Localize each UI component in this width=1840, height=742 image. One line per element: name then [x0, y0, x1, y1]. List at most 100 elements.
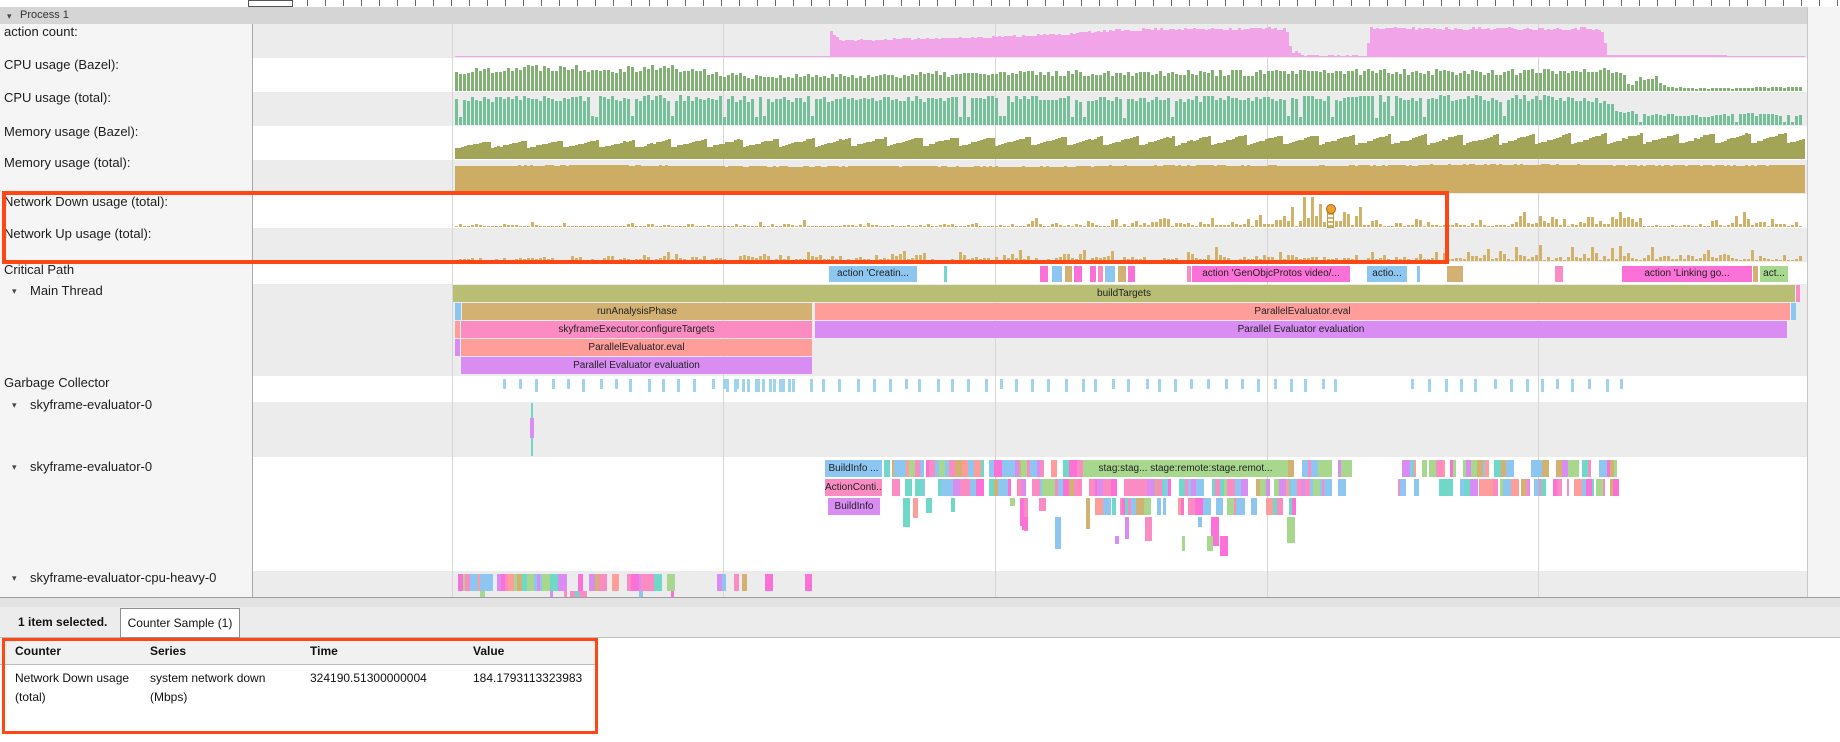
dense-slice[interactable] — [989, 460, 994, 477]
gc-mark[interactable] — [905, 379, 908, 389]
gc-mark[interactable] — [918, 379, 921, 392]
gc-mark[interactable] — [677, 379, 680, 392]
dense-slice[interactable] — [522, 574, 527, 591]
gc-mark[interactable] — [1411, 379, 1414, 389]
dense-slice[interactable] — [1182, 536, 1185, 551]
gc-mark[interactable] — [552, 379, 555, 389]
gc-mark[interactable] — [769, 379, 772, 392]
gc-mark[interactable] — [503, 379, 506, 389]
gc-mark[interactable] — [1112, 379, 1115, 389]
caret-down-icon[interactable]: ▾ — [12, 286, 17, 296]
sidebar-item-5[interactable]: Network Down usage (total): — [0, 193, 250, 211]
dense-slice[interactable] — [1286, 479, 1289, 496]
dense-slice[interactable] — [1613, 479, 1619, 496]
gc-mark[interactable] — [1031, 379, 1034, 392]
sidebar-item-3[interactable]: Memory usage (Bazel): — [0, 123, 250, 141]
table-header-counter[interactable]: Counter — [15, 644, 61, 658]
dense-slice[interactable] — [1439, 479, 1446, 496]
dense-slice[interactable] — [1030, 460, 1037, 477]
dense-slice[interactable] — [1313, 479, 1320, 496]
evaluator-slice[interactable]: ActionConti... — [825, 479, 882, 496]
gc-mark[interactable] — [736, 379, 739, 389]
dense-slice[interactable] — [1588, 460, 1591, 477]
dense-slice[interactable] — [570, 591, 575, 597]
dense-slice[interactable] — [951, 498, 955, 512]
dense-slice[interactable] — [1500, 479, 1503, 496]
gc-mark[interactable] — [723, 379, 726, 389]
dense-slice[interactable] — [1287, 517, 1295, 543]
gc-mark[interactable] — [1334, 379, 1337, 392]
dense-slice[interactable] — [926, 498, 932, 513]
dense-slice[interactable] — [1305, 479, 1310, 496]
gc-mark[interactable] — [822, 379, 825, 392]
dense-slice[interactable] — [501, 574, 505, 591]
dense-slice[interactable] — [1077, 460, 1084, 477]
gc-mark[interactable] — [1190, 379, 1193, 389]
dense-slice[interactable] — [1020, 498, 1024, 526]
sidebar-item-11[interactable]: ▾ skyframe-evaluator-0 — [0, 458, 250, 476]
dense-slice[interactable] — [955, 460, 962, 477]
gc-mark[interactable] — [985, 379, 988, 392]
gc-mark[interactable] — [1494, 379, 1497, 389]
dense-slice[interactable] — [1453, 460, 1456, 477]
dense-slice[interactable] — [935, 460, 939, 477]
dense-slice[interactable] — [612, 574, 619, 591]
dense-slice[interactable] — [1322, 479, 1324, 496]
dense-slice[interactable] — [1220, 536, 1228, 556]
dense-slice[interactable] — [1179, 479, 1185, 496]
dense-slice[interactable] — [949, 479, 953, 496]
dense-slice[interactable] — [968, 460, 974, 477]
dense-slice[interactable] — [1128, 498, 1131, 515]
dense-slice[interactable] — [1037, 460, 1040, 477]
dense-slice[interactable] — [1074, 479, 1082, 496]
dense-slice[interactable] — [1115, 536, 1119, 544]
dense-slice[interactable] — [1260, 479, 1266, 496]
gc-mark[interactable] — [1460, 379, 1463, 392]
dense-slice[interactable] — [542, 574, 550, 591]
dense-slice[interactable] — [1163, 498, 1166, 515]
gc-mark[interactable] — [1620, 379, 1623, 389]
gc-mark[interactable] — [889, 379, 892, 392]
dense-slice[interactable] — [1144, 498, 1151, 515]
dense-slice[interactable] — [1234, 498, 1236, 515]
dense-slice[interactable] — [1122, 498, 1125, 515]
dense-slice[interactable] — [1603, 479, 1605, 496]
gc-mark[interactable] — [742, 379, 745, 392]
dense-slice[interactable] — [1027, 460, 1030, 477]
dense-slice[interactable] — [1040, 479, 1042, 496]
dense-slice[interactable] — [1191, 479, 1196, 496]
dense-slice[interactable] — [1151, 479, 1155, 496]
sidebar-item-12[interactable]: ▾ skyframe-evaluator-cpu-heavy-0 — [0, 569, 250, 587]
dense-slice[interactable] — [1610, 460, 1614, 477]
dense-slice[interactable] — [550, 591, 553, 597]
dense-slice[interactable] — [1341, 460, 1344, 477]
critical-path-slice[interactable] — [1040, 266, 1048, 282]
dense-slice[interactable] — [1412, 460, 1414, 477]
dense-slice[interactable] — [540, 574, 542, 591]
dense-slice[interactable] — [1007, 460, 1015, 477]
dense-slice[interactable] — [717, 574, 722, 591]
critical-path-slice[interactable] — [1090, 266, 1096, 282]
dense-slice[interactable] — [1055, 517, 1061, 549]
dense-slice[interactable] — [989, 479, 994, 496]
evaluator-sliver[interactable] — [530, 418, 534, 438]
gc-mark[interactable] — [629, 379, 632, 392]
dense-slice[interactable] — [1256, 479, 1260, 496]
dense-slice[interactable] — [667, 574, 675, 591]
dense-slice[interactable] — [1582, 460, 1588, 477]
dense-slice[interactable] — [884, 460, 886, 477]
dense-slice[interactable] — [1592, 479, 1594, 496]
dense-slice[interactable] — [1132, 479, 1137, 496]
dense-slice[interactable] — [1310, 479, 1313, 496]
dense-slice[interactable] — [932, 460, 935, 477]
dense-slice[interactable] — [1536, 460, 1542, 477]
dense-slice[interactable] — [1266, 479, 1270, 496]
gc-mark[interactable] — [1225, 379, 1228, 389]
critical-path-slice[interactable]: action 'Linking go... — [1622, 266, 1752, 282]
dense-slice[interactable] — [1211, 517, 1219, 546]
dense-slice[interactable] — [1165, 479, 1168, 496]
gc-mark[interactable] — [734, 379, 737, 392]
critical-path-slice[interactable]: action 'GenObjcProtos video/... — [1192, 266, 1350, 282]
dense-slice[interactable] — [1521, 479, 1526, 496]
